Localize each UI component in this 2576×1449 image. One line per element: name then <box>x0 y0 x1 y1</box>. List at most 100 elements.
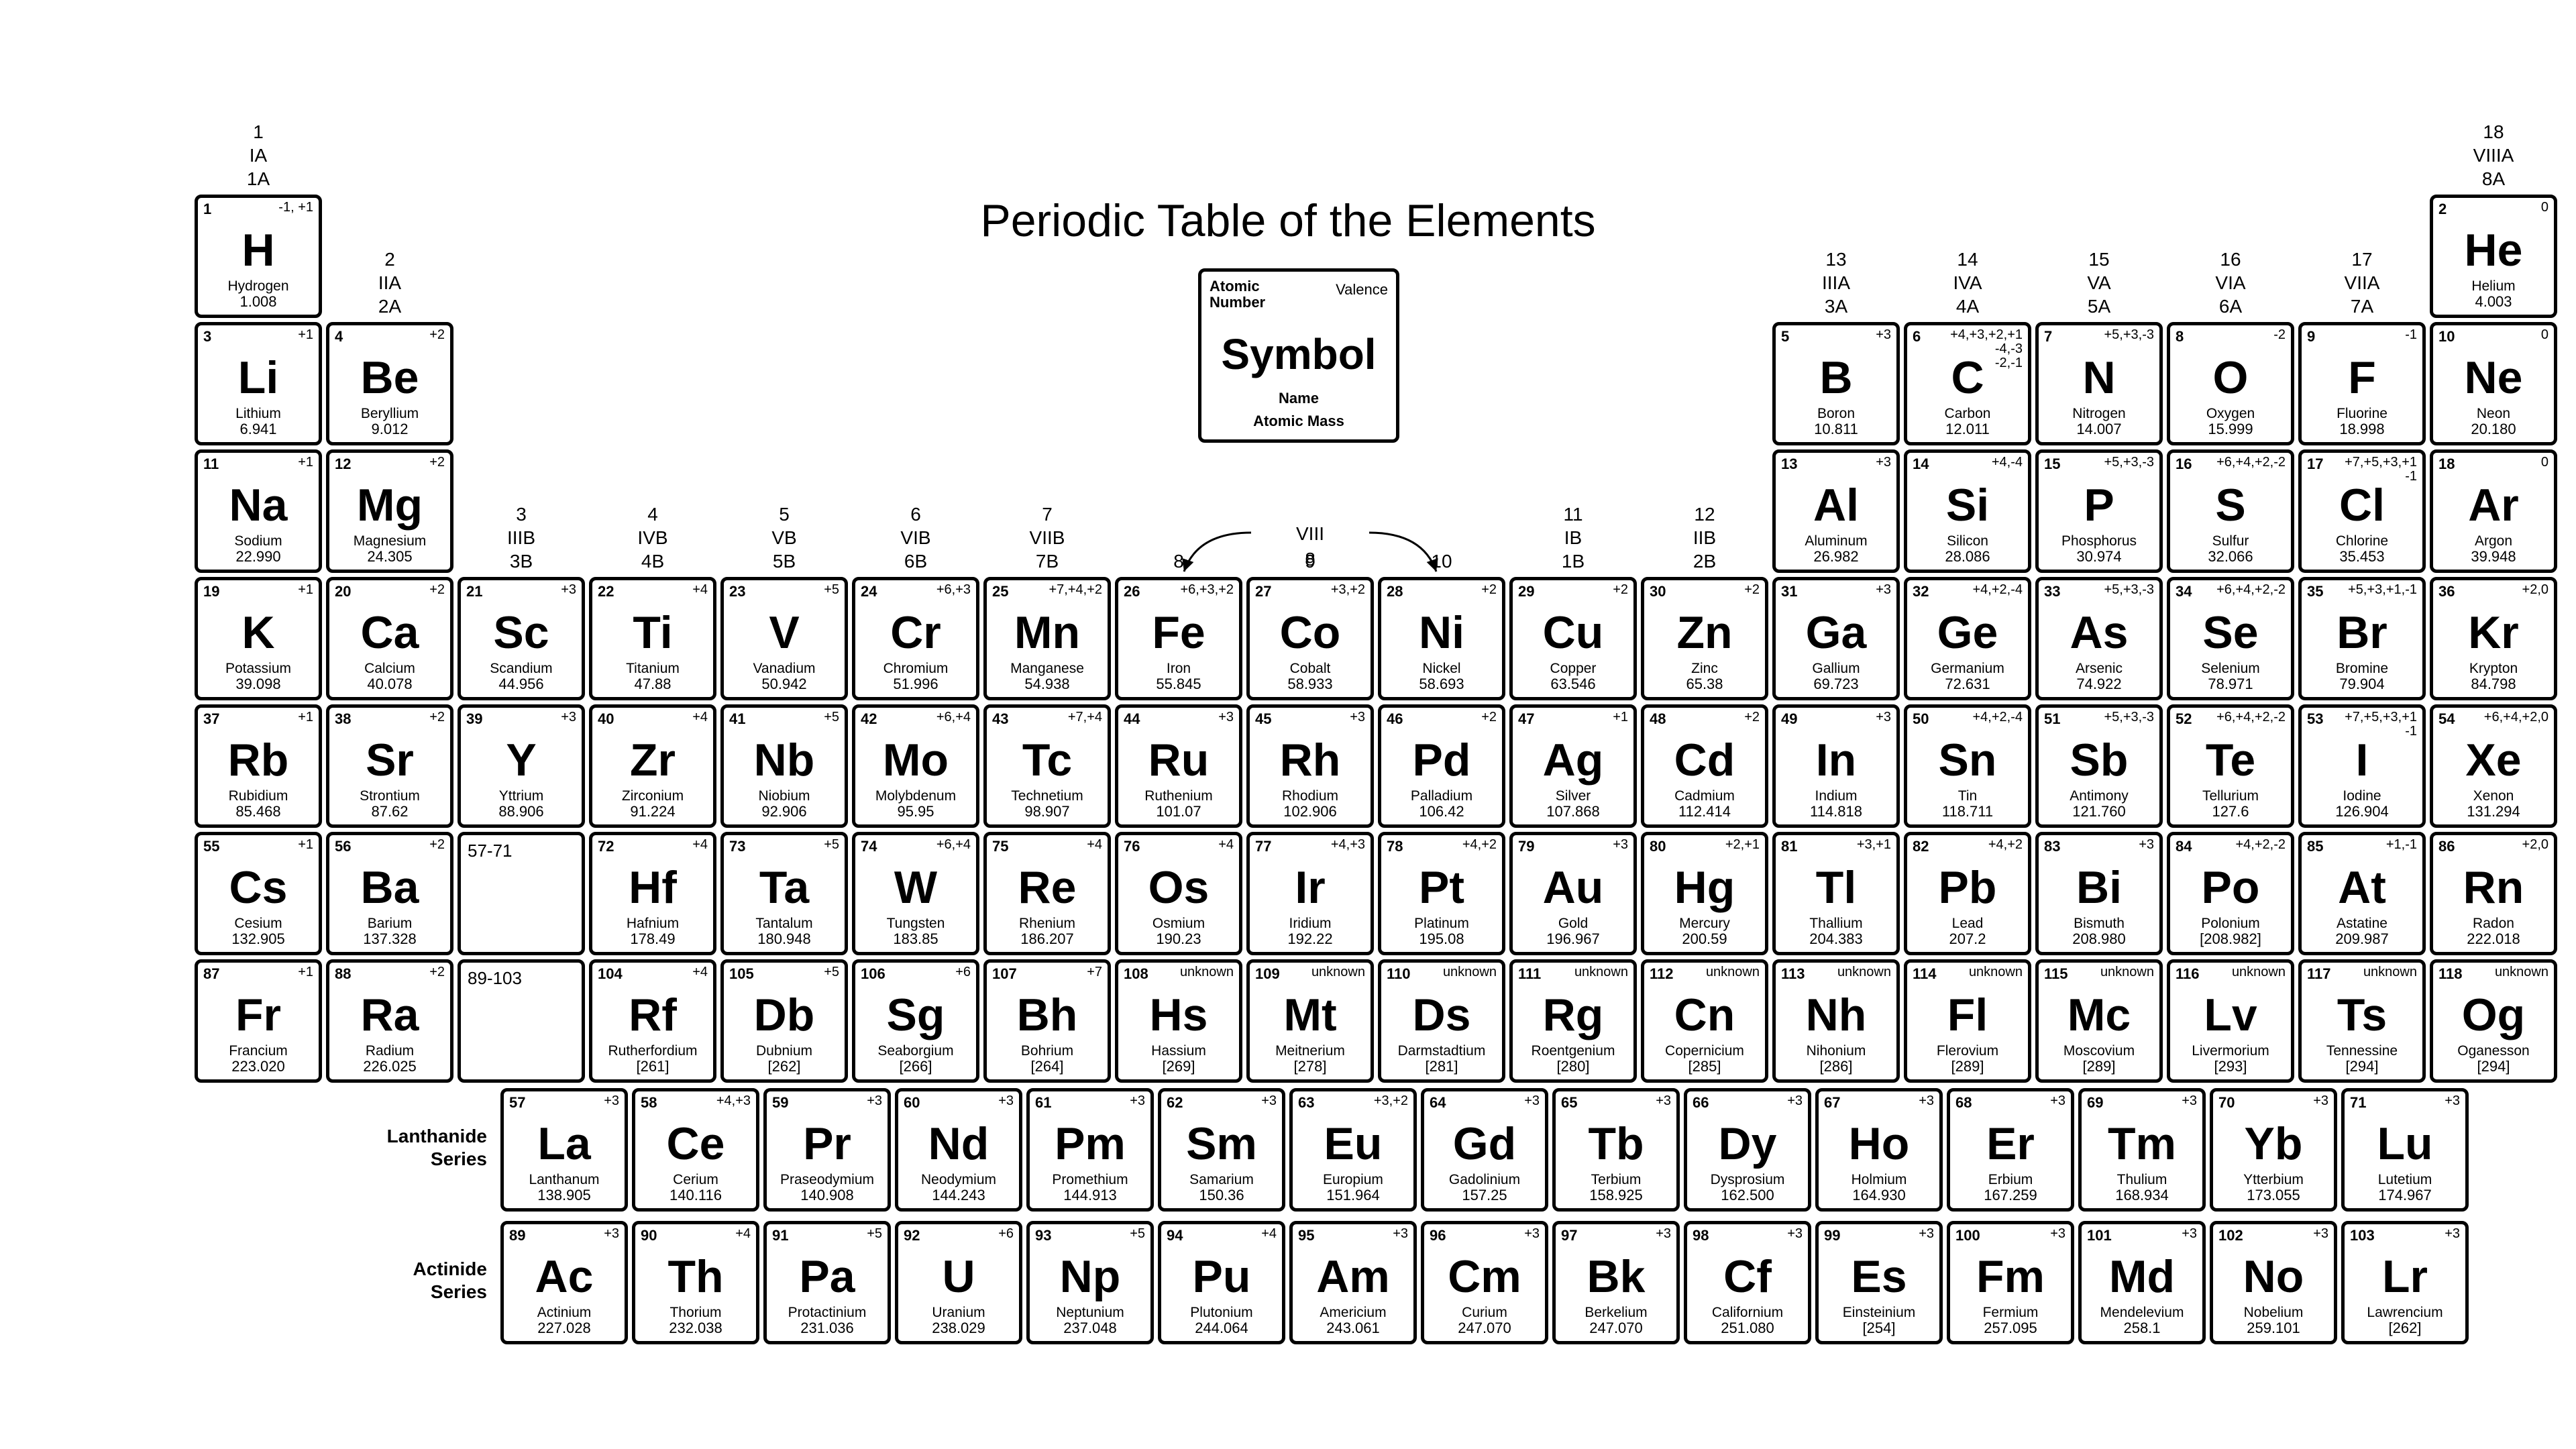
symbol: I <box>2302 737 2422 783</box>
element-W: 74+6,+4WTungsten183.85 <box>852 832 979 955</box>
valence: +4,-4 <box>1992 455 2023 470</box>
atomic-mass: [269] <box>1118 1058 1239 1075</box>
atomic-number: 12 <box>335 455 351 473</box>
symbol: Mn <box>987 610 1108 655</box>
atomic-number: 55 <box>203 838 219 855</box>
symbol: Li <box>198 355 319 400</box>
element-Ag: 47+1AgSilver107.868 <box>1509 704 1637 828</box>
element-name: Actinium <box>504 1305 625 1321</box>
valence: +3 <box>1919 1227 1934 1241</box>
valence: +3 <box>2182 1094 2197 1108</box>
atomic-number: 16 <box>2176 455 2192 473</box>
symbol: U <box>898 1254 1019 1299</box>
atomic-mass: 209.987 <box>2302 930 2422 948</box>
element-B: 5+3BBoron10.811 <box>1772 322 1900 445</box>
symbol: Ra <box>329 992 450 1038</box>
element-Nb: 41+5NbNiobium92.906 <box>720 704 848 828</box>
atomic-number: 23 <box>729 583 745 600</box>
valence: +7,+4 <box>1068 710 1102 724</box>
element-name: Titanium <box>592 661 713 677</box>
element-Ac: 89+3AcActinium227.028 <box>500 1221 628 1344</box>
valence: unknown <box>1311 965 1365 979</box>
symbol: Hf <box>592 865 713 910</box>
atomic-mass: 247.070 <box>1424 1320 1545 1337</box>
element-name: Iridium <box>1250 916 1371 932</box>
atomic-number: 105 <box>729 965 754 983</box>
atomic-number: 40 <box>598 710 614 728</box>
element-name: Palladium <box>1381 788 1502 804</box>
symbol: Fl <box>1907 992 2028 1038</box>
valence: +5,+3,-3 <box>2104 583 2154 597</box>
valence: +4,+2 <box>1462 838 1497 852</box>
element-name: Uranium <box>898 1305 1019 1321</box>
symbol: Al <box>1776 482 1896 528</box>
valence: +3 <box>1218 710 1234 724</box>
atomic-mass: 138.905 <box>504 1187 625 1204</box>
atomic-mass: 106.42 <box>1381 803 1502 820</box>
atomic-mass: 140.908 <box>767 1187 888 1204</box>
valence: +3 <box>1876 328 1891 342</box>
symbol: Cm <box>1424 1254 1545 1299</box>
element-Bk: 97+3BkBerkelium247.070 <box>1552 1221 1680 1344</box>
symbol: Lv <box>2170 992 2291 1038</box>
symbol: Bh <box>987 992 1108 1038</box>
atomic-number: 57 <box>509 1094 525 1112</box>
symbol: Nd <box>898 1121 1019 1167</box>
element-name: Chlorine <box>2302 533 2422 549</box>
element-name: Polonium <box>2170 916 2291 932</box>
symbol: Ta <box>724 865 845 910</box>
atomic-number: 118 <box>2438 965 2463 983</box>
atomic-number: 70 <box>2218 1094 2235 1112</box>
element-Mt: 109unknownMtMeitnerium[278] <box>1246 959 1374 1083</box>
atomic-number: 102 <box>2218 1227 2243 1244</box>
element-name: Platinum <box>1381 916 1502 932</box>
element-name: Thorium <box>635 1305 756 1321</box>
symbol: Sm <box>1161 1121 1282 1167</box>
valence: unknown <box>2363 965 2417 979</box>
element-name: Neptunium <box>1030 1305 1150 1321</box>
element-name: Nickel <box>1381 661 1502 677</box>
element-Eu: 63+3,+2EuEuropium151.964 <box>1289 1088 1417 1212</box>
element-Fm: 100+3FmFermium257.095 <box>1947 1221 2074 1344</box>
group-header-5: 5VB5B <box>720 502 848 573</box>
atomic-mass: [262] <box>2345 1320 2465 1337</box>
element-Pr: 59+3PrPraseodymium140.908 <box>763 1088 891 1212</box>
symbol: Mo <box>855 737 976 783</box>
symbol: Y <box>461 737 582 783</box>
atomic-mass: 24.305 <box>329 548 450 566</box>
symbol: Er <box>1950 1121 2071 1167</box>
valence: +3,+2 <box>1331 583 1365 597</box>
symbol: Es <box>1819 1254 1939 1299</box>
atomic-number: 113 <box>1781 965 1805 983</box>
symbol: Sn <box>1907 737 2028 783</box>
element-Sg: 106+6SgSeaborgium[266] <box>852 959 979 1083</box>
valence: +2,0 <box>2522 583 2548 597</box>
valence: +3,+1 <box>1857 838 1891 852</box>
element-name: Lanthanum <box>504 1172 625 1188</box>
atomic-mass: 238.029 <box>898 1320 1019 1337</box>
symbol: Re <box>987 865 1108 910</box>
atomic-mass: 195.08 <box>1381 930 1502 948</box>
element-name: Roentgenium <box>1513 1043 1633 1059</box>
element-As: 33+5,+3,-3AsArsenic74.922 <box>2035 577 2163 700</box>
valence: +4 <box>692 965 708 979</box>
atomic-number: 99 <box>1824 1227 1840 1244</box>
symbol: Ti <box>592 610 713 655</box>
element-name: Aluminum <box>1776 533 1896 549</box>
symbol: Mg <box>329 482 450 528</box>
symbol: Pu <box>1161 1254 1282 1299</box>
atomic-mass: 55.845 <box>1118 676 1239 693</box>
valence: +1 <box>298 455 313 470</box>
atomic-number: 116 <box>2176 965 2200 983</box>
element-name: Sulfur <box>2170 533 2291 549</box>
element-Er: 68+3ErErbium167.259 <box>1947 1088 2074 1212</box>
atomic-mass: [254] <box>1819 1320 1939 1337</box>
valence: +3 <box>1350 710 1365 724</box>
symbol: Ba <box>329 865 450 910</box>
atomic-mass: 101.07 <box>1118 803 1239 820</box>
symbol: Ts <box>2302 992 2422 1038</box>
atomic-number: 22 <box>598 583 614 600</box>
valence: +2 <box>1613 583 1628 597</box>
symbol: Te <box>2170 737 2291 783</box>
atomic-mass: 95.95 <box>855 803 976 820</box>
